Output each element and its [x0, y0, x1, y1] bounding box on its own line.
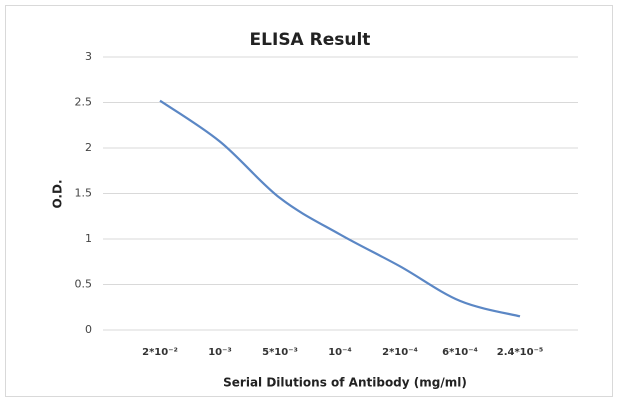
y-tick-label: 1 — [85, 232, 92, 245]
chart-title: ELISA Result — [250, 30, 371, 50]
y-axis-label: O.D. — [51, 179, 65, 208]
y-tick-label: 1.5 — [75, 187, 93, 200]
x-axis-label: Serial Dilutions of Antibody (mg/ml) — [223, 376, 467, 390]
x-tick-label: 2.4*10⁻⁵ — [497, 347, 544, 358]
x-tick-label: 6*10⁻⁴ — [442, 347, 478, 358]
chart-border — [5, 5, 613, 397]
x-tick-label: 2*10⁻⁴ — [382, 347, 418, 358]
y-tick-label: 2.5 — [75, 96, 93, 109]
y-tick-label: 0.5 — [75, 278, 93, 291]
x-tick-label: 10⁻⁴ — [328, 347, 352, 358]
y-tick-label: 0 — [85, 323, 92, 336]
y-tick-label: 3 — [85, 50, 92, 63]
x-tick-label: 10⁻³ — [208, 347, 232, 358]
y-tick-label: 2 — [85, 141, 92, 154]
x-tick-label: 2*10⁻² — [142, 347, 178, 358]
x-tick-label: 5*10⁻³ — [262, 347, 298, 358]
data-line — [159, 99, 521, 318]
